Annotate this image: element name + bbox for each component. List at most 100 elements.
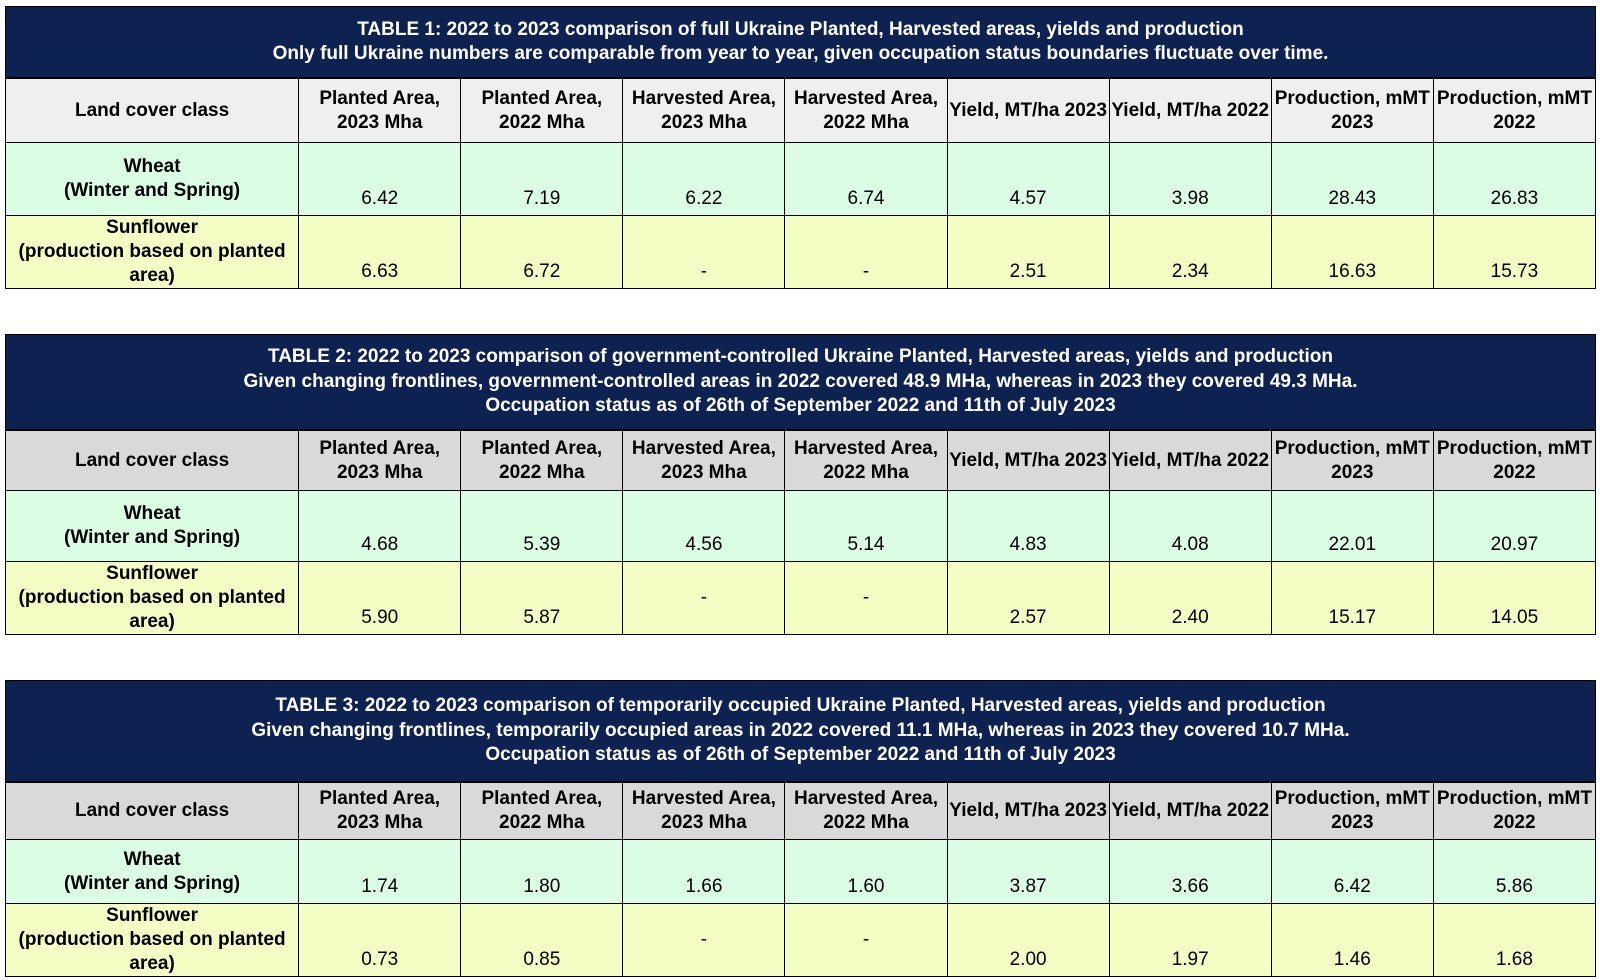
cell-value: 1.80: [460, 839, 624, 904]
col-header-planted-2022: Planted Area, 2022 Mha: [460, 78, 624, 143]
cell-value: 2.57: [946, 561, 1110, 635]
table-2: TABLE 2: 2022 to 2023 comparison of gove…: [4, 334, 1597, 635]
cell-value: 2.40: [1108, 561, 1272, 635]
col-header-harvested-2022: Harvested Area, 2022 Mha: [784, 430, 948, 491]
table-1: TABLE 1: 2022 to 2023 comparison of full…: [4, 6, 1597, 289]
table-1-header-row: Land cover class Planted Area, 2023 Mha …: [4, 78, 1597, 143]
row-label-line: Sunflower: [106, 217, 198, 238]
col-header-yield-2023: Yield, MT/ha 2023: [946, 782, 1110, 840]
col-header-land-cover: Land cover class: [4, 78, 300, 143]
cell-value: 1.68: [1432, 903, 1597, 977]
cell-value: 6.74: [784, 142, 948, 216]
col-header-harvested-2023: Harvested Area, 2023 Mha: [622, 78, 786, 143]
cell-value: 3.98: [1108, 142, 1272, 216]
col-header-harvested-2022: Harvested Area, 2022 Mha: [784, 782, 948, 840]
col-header-yield-2022: Yield, MT/ha 2022: [1108, 782, 1272, 840]
col-header-yield-2022: Yield, MT/ha 2022: [1108, 430, 1272, 491]
table-2-header-row: Land cover class Planted Area, 2023 Mha …: [4, 430, 1597, 491]
col-header-yield-2022: Yield, MT/ha 2022: [1108, 78, 1272, 143]
cell-value: 4.56: [622, 490, 786, 562]
cell-value: 4.08: [1108, 490, 1272, 562]
table-1-grid: Land cover class Planted Area, 2023 Mha …: [4, 78, 1597, 289]
cell-value: 14.05: [1432, 561, 1597, 635]
cell-value: -: [622, 561, 786, 635]
table-3-title-line: TABLE 3: 2022 to 2023 comparison of temp…: [275, 695, 1326, 717]
row-label-sunflower: Sunflower (production based on planted a…: [4, 561, 300, 635]
cell-value: 1.60: [784, 839, 948, 904]
col-header-yield-2023: Yield, MT/ha 2023: [946, 78, 1110, 143]
cell-value: -: [622, 903, 786, 977]
row-label-line: (Winter and Spring): [64, 527, 241, 548]
col-header-production-2022: Production, mMT 2022: [1432, 782, 1597, 840]
col-header-harvested-2022: Harvested Area, 2022 Mha: [784, 78, 948, 143]
row-label-line: Wheat: [123, 156, 181, 177]
table-3-grid: Land cover class Planted Area, 2023 Mha …: [4, 782, 1597, 977]
table-3-header-row: Land cover class Planted Area, 2023 Mha …: [4, 782, 1597, 840]
col-header-planted-2023: Planted Area, 2023 Mha: [298, 782, 462, 840]
cell-value: 1.46: [1270, 903, 1434, 977]
table-3-title: TABLE 3: 2022 to 2023 comparison of temp…: [5, 680, 1596, 782]
cell-value: 5.14: [784, 490, 948, 562]
cell-value: 5.90: [298, 561, 462, 635]
table-1-subtitle-line: Only full Ukraine numbers are comparable…: [272, 43, 1329, 64]
cell-value: 4.68: [298, 490, 462, 562]
table-3: TABLE 3: 2022 to 2023 comparison of temp…: [4, 680, 1597, 977]
cell-value: -: [784, 561, 948, 635]
cell-value: 0.73: [298, 903, 462, 977]
row-label-sunflower: Sunflower (production based on planted a…: [4, 903, 300, 977]
col-header-harvested-2023: Harvested Area, 2023 Mha: [622, 782, 786, 840]
cell-value: 7.19: [460, 142, 624, 216]
col-header-harvested-2023: Harvested Area, 2023 Mha: [622, 430, 786, 491]
cell-value: 6.72: [460, 215, 624, 289]
col-header-planted-2023: Planted Area, 2023 Mha: [298, 78, 462, 143]
col-header-production-2023: Production, mMT 2023: [1270, 782, 1434, 840]
table-2-title: TABLE 2: 2022 to 2023 comparison of gove…: [5, 334, 1596, 430]
table-2-subtitle-line: Occupation status as of 26th of Septembe…: [485, 395, 1116, 417]
cell-value: 26.83: [1432, 142, 1597, 216]
cell-value: 1.74: [298, 839, 462, 904]
cell-value: 15.73: [1432, 215, 1597, 289]
cell-value: 20.97: [1432, 490, 1597, 562]
row-label-line: area): [129, 953, 175, 974]
row-label-sunflower: Sunflower (production based on planted a…: [4, 215, 300, 289]
cell-value: -: [784, 215, 948, 289]
col-header-land-cover: Land cover class: [4, 782, 300, 840]
cell-value: 6.42: [1270, 839, 1434, 904]
table-3-subtitle-line: Occupation status as of 26th of Septembe…: [485, 744, 1116, 766]
cell-value: -: [784, 903, 948, 977]
row-label-wheat: Wheat (Winter and Spring): [4, 142, 300, 216]
row-label-line: area): [129, 611, 175, 632]
row-label-line: Wheat: [123, 848, 181, 870]
row-label-line: Sunflower: [106, 905, 198, 926]
cell-value: 3.66: [1108, 839, 1272, 904]
row-label-line: (production based on planted: [18, 241, 286, 262]
col-header-planted-2022: Planted Area, 2022 Mha: [460, 430, 624, 491]
col-header-yield-2023: Yield, MT/ha 2023: [946, 430, 1110, 491]
row-label-wheat: Wheat (Winter and Spring): [4, 490, 300, 562]
cell-value: 22.01: [1270, 490, 1434, 562]
cell-value: 15.17: [1270, 561, 1434, 635]
row-label-line: Sunflower: [106, 563, 198, 584]
table-row-sunflower: Sunflower (production based on planted a…: [4, 561, 1597, 635]
cell-value: 16.63: [1270, 215, 1434, 289]
cell-value: 5.87: [460, 561, 624, 635]
col-header-planted-2022: Planted Area, 2022 Mha: [460, 782, 624, 840]
cell-value: 6.22: [622, 142, 786, 216]
cell-value: 3.87: [946, 839, 1110, 904]
row-label-line: (production based on planted: [18, 587, 286, 608]
table-row-wheat: Wheat (Winter and Spring) 6.42 7.19 6.22…: [4, 142, 1597, 216]
table-row-wheat: Wheat (Winter and Spring) 1.74 1.80 1.66…: [4, 839, 1597, 904]
table-1-title-line: TABLE 1: 2022 to 2023 comparison of full…: [357, 18, 1244, 40]
table-2-grid: Land cover class Planted Area, 2023 Mha …: [4, 430, 1597, 635]
row-label-line: (production based on planted: [18, 929, 286, 950]
cell-value: 1.97: [1108, 903, 1272, 977]
table-2-title-line: TABLE 2: 2022 to 2023 comparison of gove…: [268, 346, 1333, 368]
col-header-planted-2023: Planted Area, 2023 Mha: [298, 430, 462, 491]
col-header-production-2023: Production, mMT 2023: [1270, 78, 1434, 143]
table-row-wheat: Wheat (Winter and Spring) 4.68 5.39 4.56…: [4, 490, 1597, 562]
cell-value: 1.66: [622, 839, 786, 904]
cell-value: 6.42: [298, 142, 462, 216]
table-row-sunflower: Sunflower (production based on planted a…: [4, 903, 1597, 977]
col-header-production-2022: Production, mMT 2022: [1432, 430, 1597, 491]
cell-value: 4.57: [946, 142, 1110, 216]
